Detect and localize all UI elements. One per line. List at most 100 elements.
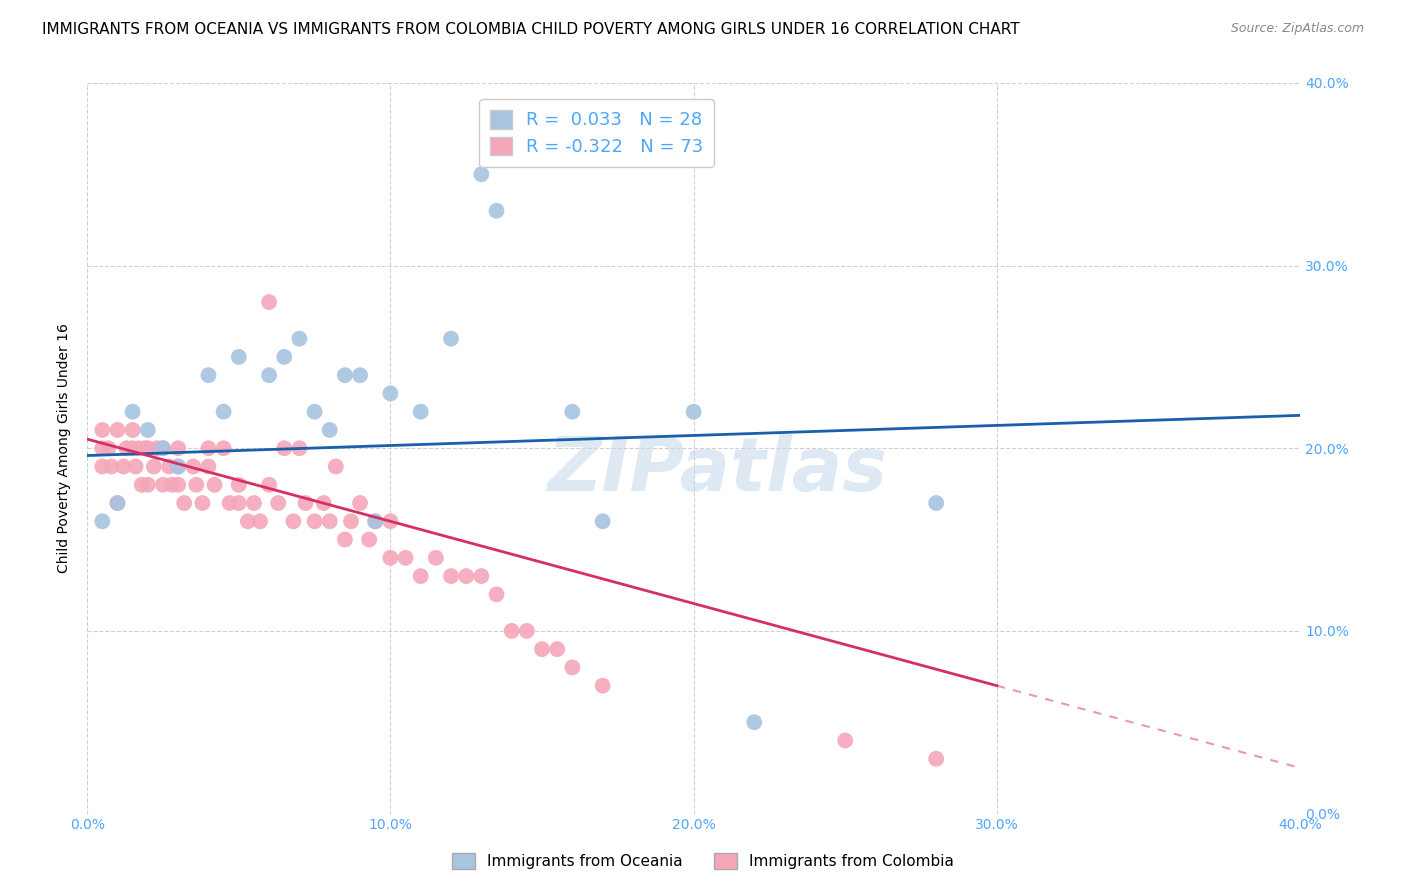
Point <box>152 477 174 491</box>
Point <box>112 459 135 474</box>
Point <box>742 715 765 730</box>
Point <box>440 332 463 346</box>
Text: ZIPatlas: ZIPatlas <box>548 434 887 507</box>
Point <box>228 496 250 510</box>
Point <box>364 514 387 528</box>
Point <box>925 752 948 766</box>
Point <box>283 514 305 528</box>
Point <box>152 442 174 456</box>
Text: IMMIGRANTS FROM OCEANIA VS IMMIGRANTS FROM COLOMBIA CHILD POVERTY AMONG GIRLS UN: IMMIGRANTS FROM OCEANIA VS IMMIGRANTS FR… <box>42 22 1019 37</box>
Point <box>925 496 948 510</box>
Point <box>409 569 432 583</box>
Point <box>546 642 568 657</box>
Point <box>304 405 326 419</box>
Point <box>136 442 159 456</box>
Point <box>592 679 614 693</box>
Point <box>319 514 342 528</box>
Point <box>409 405 432 419</box>
Point <box>312 496 335 510</box>
Point <box>167 459 190 474</box>
Point <box>191 496 214 510</box>
Point <box>249 514 271 528</box>
Point <box>243 496 266 510</box>
Point <box>107 496 129 510</box>
Point <box>167 442 190 456</box>
Point <box>682 405 704 419</box>
Point <box>319 423 342 437</box>
Point <box>218 496 240 510</box>
Point <box>142 459 165 474</box>
Point <box>288 332 311 346</box>
Point <box>257 368 280 383</box>
Point <box>167 477 190 491</box>
Point <box>212 442 235 456</box>
Point <box>561 660 583 674</box>
Point <box>340 514 363 528</box>
Point <box>273 350 295 364</box>
Point <box>236 514 259 528</box>
Point <box>257 477 280 491</box>
Point <box>121 423 143 437</box>
Point <box>364 514 387 528</box>
Point <box>212 405 235 419</box>
Point <box>485 587 508 601</box>
Point <box>91 459 114 474</box>
Point <box>152 442 174 456</box>
Point <box>333 368 356 383</box>
Point <box>91 423 114 437</box>
Point <box>128 442 150 456</box>
Point <box>294 496 316 510</box>
Point <box>325 459 347 474</box>
Point <box>197 368 219 383</box>
Point <box>267 496 290 510</box>
Point <box>456 569 478 583</box>
Point <box>228 477 250 491</box>
Point <box>186 477 208 491</box>
Point <box>131 477 153 491</box>
Point <box>121 405 143 419</box>
Point <box>136 477 159 491</box>
Point <box>173 496 195 510</box>
Point <box>304 514 326 528</box>
Text: Source: ZipAtlas.com: Source: ZipAtlas.com <box>1230 22 1364 36</box>
Point <box>470 569 492 583</box>
Point <box>394 550 416 565</box>
Point <box>425 550 447 565</box>
Point <box>197 442 219 456</box>
Point <box>121 442 143 456</box>
Y-axis label: Child Poverty Among Girls Under 16: Child Poverty Among Girls Under 16 <box>58 323 72 574</box>
Point <box>115 442 138 456</box>
Point <box>257 295 280 310</box>
Point <box>157 459 180 474</box>
Point <box>97 442 120 456</box>
Point <box>380 386 402 401</box>
Point <box>136 423 159 437</box>
Point <box>91 442 114 456</box>
Point <box>530 642 553 657</box>
Point <box>134 442 156 456</box>
Point <box>167 459 190 474</box>
Point <box>592 514 614 528</box>
Legend: Immigrants from Oceania, Immigrants from Colombia: Immigrants from Oceania, Immigrants from… <box>446 847 960 875</box>
Point <box>349 368 371 383</box>
Point <box>501 624 523 638</box>
Point <box>485 203 508 218</box>
Point <box>273 442 295 456</box>
Point <box>470 167 492 181</box>
Point <box>561 405 583 419</box>
Point <box>516 624 538 638</box>
Point <box>160 477 183 491</box>
Point <box>288 442 311 456</box>
Point <box>197 459 219 474</box>
Point <box>359 533 381 547</box>
Point <box>100 459 122 474</box>
Point <box>834 733 856 747</box>
Point <box>181 459 204 474</box>
Legend: R =  0.033   N = 28, R = -0.322   N = 73: R = 0.033 N = 28, R = -0.322 N = 73 <box>479 99 714 167</box>
Point <box>501 112 523 127</box>
Point <box>124 459 146 474</box>
Point <box>228 350 250 364</box>
Point <box>380 550 402 565</box>
Point <box>440 569 463 583</box>
Point <box>380 514 402 528</box>
